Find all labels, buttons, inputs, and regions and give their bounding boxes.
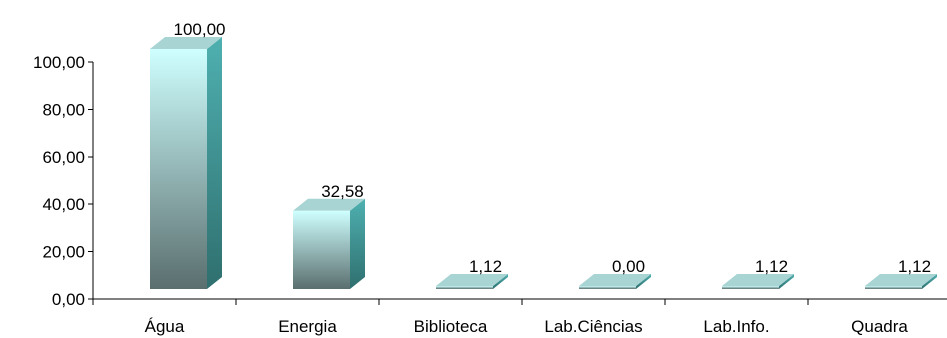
bar (865, 274, 937, 289)
bar-side (350, 198, 365, 289)
data-label: 0,00 (612, 257, 645, 276)
bar-top (722, 274, 794, 286)
x-tick-label: Água (145, 317, 185, 336)
y-tick-label: 0,00 (52, 290, 85, 309)
y-tick-label: 40,00 (42, 195, 85, 214)
y-axis: 0,00 20,00 40,00 60,00 80,00 100,00 (33, 53, 94, 309)
bar-front (293, 210, 350, 289)
bar-front (579, 286, 636, 289)
bar-front (865, 286, 922, 289)
bar-side (207, 37, 222, 289)
bar (579, 274, 651, 289)
bar-front (722, 286, 779, 289)
bar-top (865, 274, 937, 286)
bar-front (436, 286, 493, 289)
data-label: 100,00 (174, 20, 226, 39)
x-tick-label: Lab.Info. (703, 317, 769, 336)
bar (150, 37, 222, 289)
data-label: 32,58 (321, 182, 364, 201)
x-tick-label: Energia (278, 317, 337, 336)
data-label: 1,12 (469, 257, 502, 276)
y-tick-label: 60,00 (42, 148, 85, 167)
bar-side (493, 274, 508, 289)
bar-top (436, 274, 508, 286)
y-tick-label: 100,00 (33, 53, 85, 72)
bar-front (150, 49, 207, 289)
bar-side (922, 274, 937, 289)
y-tick-label: 80,00 (42, 100, 85, 119)
x-tick-label: Lab.Ciências (544, 317, 642, 336)
bar-side (779, 274, 794, 289)
bar (436, 274, 508, 289)
bar-top (150, 37, 222, 49)
data-label: 1,12 (898, 257, 931, 276)
bar (722, 274, 794, 289)
data-labels: 100,00 32,58 1,12 0,00 1,12 1,12 (174, 20, 932, 276)
data-label: 1,12 (755, 257, 788, 276)
x-axis: Água Energia Biblioteca Lab.Ciências Lab.Inf… (92, 298, 947, 336)
bar (293, 198, 365, 289)
bar-top (579, 274, 651, 286)
y-tick-label: 20,00 (42, 243, 85, 262)
x-tick-label: Quadra (851, 317, 908, 336)
bars (150, 37, 937, 289)
x-tick-label: Biblioteca (414, 317, 488, 336)
bar-side (636, 274, 651, 289)
bar-top (293, 198, 365, 211)
